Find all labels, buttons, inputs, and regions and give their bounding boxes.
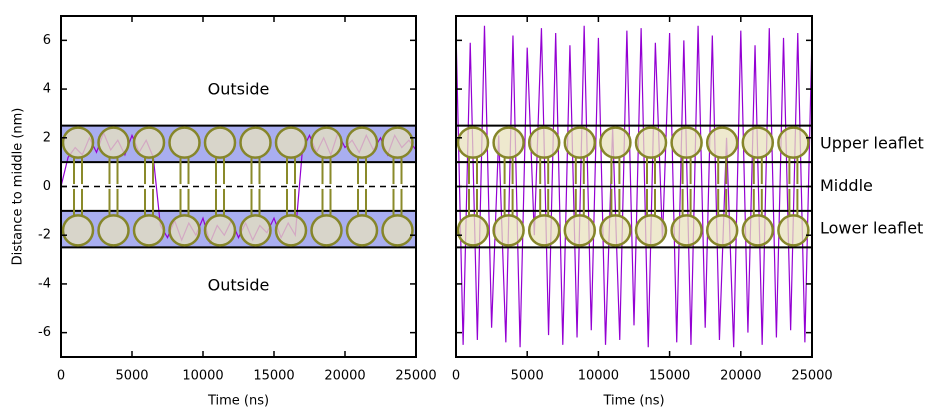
lipid-head bbox=[203, 214, 237, 247]
lipid-head bbox=[310, 214, 343, 247]
lipid-head bbox=[274, 126, 308, 159]
lipid-head bbox=[345, 214, 379, 247]
x-tick-label: 25000 bbox=[791, 369, 832, 384]
x-tick-label: 20000 bbox=[720, 369, 761, 384]
lipid-head bbox=[381, 214, 414, 247]
lipid-head bbox=[345, 126, 379, 159]
x-axis-label: Time (ns) bbox=[602, 394, 664, 409]
y-axis-label: Distance to middle (nm) bbox=[11, 108, 26, 266]
leaflet-label: Upper leaflet bbox=[820, 133, 924, 152]
lipid-head bbox=[456, 126, 490, 159]
y-tick-label: 4 bbox=[43, 82, 51, 97]
y-tick-label: 0 bbox=[43, 179, 51, 194]
x-tick-label: 15000 bbox=[649, 369, 690, 384]
lipid-head bbox=[61, 126, 95, 159]
lipid-head bbox=[777, 126, 810, 159]
lipid-head bbox=[705, 214, 739, 247]
lipid-head bbox=[456, 214, 490, 247]
lipid-head bbox=[274, 214, 308, 247]
lipid-head bbox=[97, 214, 130, 247]
x-tick-label: 5000 bbox=[511, 369, 544, 384]
region-label: Outside bbox=[208, 276, 270, 295]
y-tick-label: 2 bbox=[43, 130, 51, 145]
lipid-head bbox=[168, 126, 201, 159]
y-tick-label: -4 bbox=[38, 276, 51, 291]
lipid-head bbox=[239, 126, 272, 159]
lipid-head bbox=[741, 126, 775, 159]
lipid-head bbox=[527, 126, 561, 159]
lipid-head bbox=[310, 126, 343, 159]
lipid-head bbox=[563, 126, 597, 159]
lipid-head bbox=[97, 126, 130, 159]
lipid-head bbox=[563, 214, 597, 247]
y-tick-label: -6 bbox=[38, 325, 51, 340]
y-tick-label: 6 bbox=[43, 33, 51, 48]
lipid-head bbox=[705, 126, 739, 159]
lipid-head bbox=[634, 214, 668, 247]
lipid-head bbox=[527, 214, 561, 247]
x-tick-label: 0 bbox=[57, 369, 65, 384]
leaflet-label: Middle bbox=[820, 176, 873, 195]
lipid-head bbox=[634, 126, 668, 159]
x-tick-label: 20000 bbox=[324, 369, 365, 384]
lipid-head bbox=[61, 214, 95, 247]
lipid-head bbox=[203, 126, 237, 159]
x-tick-label: 5000 bbox=[115, 369, 148, 384]
x-tick-label: 10000 bbox=[182, 369, 223, 384]
lipid-head bbox=[670, 126, 703, 159]
lipid-head bbox=[239, 214, 272, 247]
lipid-head bbox=[599, 214, 632, 247]
lipid-head bbox=[492, 126, 525, 159]
y-tick-label: -2 bbox=[38, 228, 51, 243]
lipid-head bbox=[777, 214, 810, 247]
lipid-head bbox=[599, 126, 632, 159]
lipid-head bbox=[132, 214, 166, 247]
x-axis-label: Time (ns) bbox=[207, 394, 269, 409]
lipid-head bbox=[492, 214, 525, 247]
region-label: Outside bbox=[208, 80, 270, 99]
lipid-head bbox=[381, 126, 414, 159]
x-tick-label: 25000 bbox=[395, 369, 436, 384]
x-tick-label: 15000 bbox=[253, 369, 294, 384]
x-tick-label: 10000 bbox=[578, 369, 619, 384]
lipid-head bbox=[741, 214, 775, 247]
lipid-head bbox=[670, 214, 703, 247]
lipid-head bbox=[132, 126, 166, 159]
x-tick-label: 0 bbox=[452, 369, 460, 384]
leaflet-label: Lower leaflet bbox=[820, 219, 923, 238]
lipid-head bbox=[168, 214, 201, 247]
